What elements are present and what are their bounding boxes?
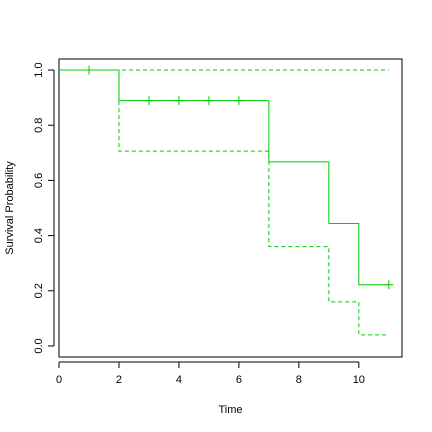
x-tick-label: 2	[116, 374, 122, 386]
x-tick-label: 0	[56, 374, 62, 386]
y-tick-label: 0.2	[33, 283, 45, 298]
series-estimate	[59, 69, 389, 286]
x-axis: 0 2 4 6 8 10	[56, 361, 365, 386]
x-tick-label: 6	[236, 374, 242, 386]
x-tick-label: 8	[296, 374, 302, 386]
series-layer	[59, 69, 389, 336]
x-axis-label: Time	[218, 404, 242, 416]
censor-marks	[84, 65, 394, 290]
plot-box	[58, 58, 403, 358]
y-tick-label: 0.8	[33, 118, 45, 133]
censor-mark	[84, 65, 94, 75]
y-axis-label: Survival Probability	[4, 161, 16, 255]
y-axis: 0.0 0.2 0.4 0.6 0.8 1.0	[33, 62, 55, 354]
censor-mark	[144, 96, 154, 106]
censor-mark	[234, 96, 244, 106]
y-tick-label: 1.0	[33, 62, 45, 77]
series-lower-ci	[59, 69, 389, 336]
censor-mark	[384, 280, 394, 290]
censor-mark	[204, 96, 214, 106]
x-tick-label: 10	[353, 374, 365, 386]
y-tick-label: 0.6	[33, 173, 45, 188]
y-tick-label: 0.0	[33, 338, 45, 353]
censor-mark	[174, 96, 184, 106]
y-tick-label: 0.4	[33, 228, 45, 243]
x-tick-label: 4	[176, 374, 182, 386]
